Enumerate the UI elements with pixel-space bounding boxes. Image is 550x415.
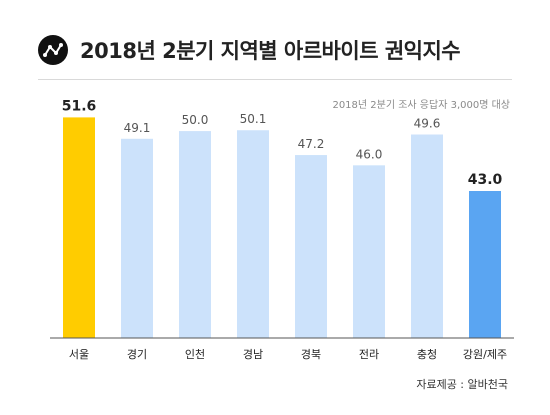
category-label-1: 경기 xyxy=(127,348,147,361)
data-label-6: 49.6 xyxy=(414,117,441,131)
data-label-7: 43.0 xyxy=(468,172,503,188)
category-label-5: 전라 xyxy=(359,348,379,361)
bar-4 xyxy=(295,155,327,338)
bar-2 xyxy=(179,131,211,338)
chart-line-icon xyxy=(38,35,68,65)
data-label-3: 50.1 xyxy=(240,112,267,126)
page-title: 2018년 2분기 지역별 아르바이트 권익지수 xyxy=(80,39,461,63)
category-label-4: 경북 xyxy=(301,348,321,361)
bar-1 xyxy=(121,138,153,338)
header-divider xyxy=(38,79,512,80)
bar-6 xyxy=(411,134,443,338)
bar-0 xyxy=(63,117,95,339)
bar-7 xyxy=(469,191,501,338)
source-credit: 자료제공 : 알바천국 xyxy=(416,378,508,391)
survey-note: 2018년 2분기 조사 응답자 3,000명 대상 xyxy=(332,100,510,111)
category-label-3: 경남 xyxy=(243,348,263,361)
data-label-0: 51.6 xyxy=(62,98,97,114)
data-label-4: 47.2 xyxy=(298,137,325,151)
bar-3 xyxy=(237,130,269,338)
header: 2018년 2분기 지역별 아르바이트 권익지수 xyxy=(38,35,461,65)
data-label-2: 50.0 xyxy=(182,113,209,127)
category-label-0: 서울 xyxy=(69,348,89,361)
data-label-1: 49.1 xyxy=(124,121,151,135)
bar-5 xyxy=(353,165,385,338)
category-label-6: 충청 xyxy=(417,348,437,361)
category-label-2: 인천 xyxy=(185,347,205,361)
category-label-7: 강원/제주 xyxy=(463,348,507,361)
data-label-5: 46.0 xyxy=(356,147,383,161)
